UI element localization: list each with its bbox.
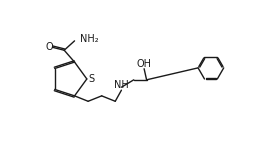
Text: O: O: [45, 42, 53, 52]
Text: OH: OH: [136, 59, 152, 69]
Text: S: S: [88, 75, 94, 84]
Text: NH₂: NH₂: [80, 34, 99, 44]
Text: NH: NH: [114, 80, 129, 90]
